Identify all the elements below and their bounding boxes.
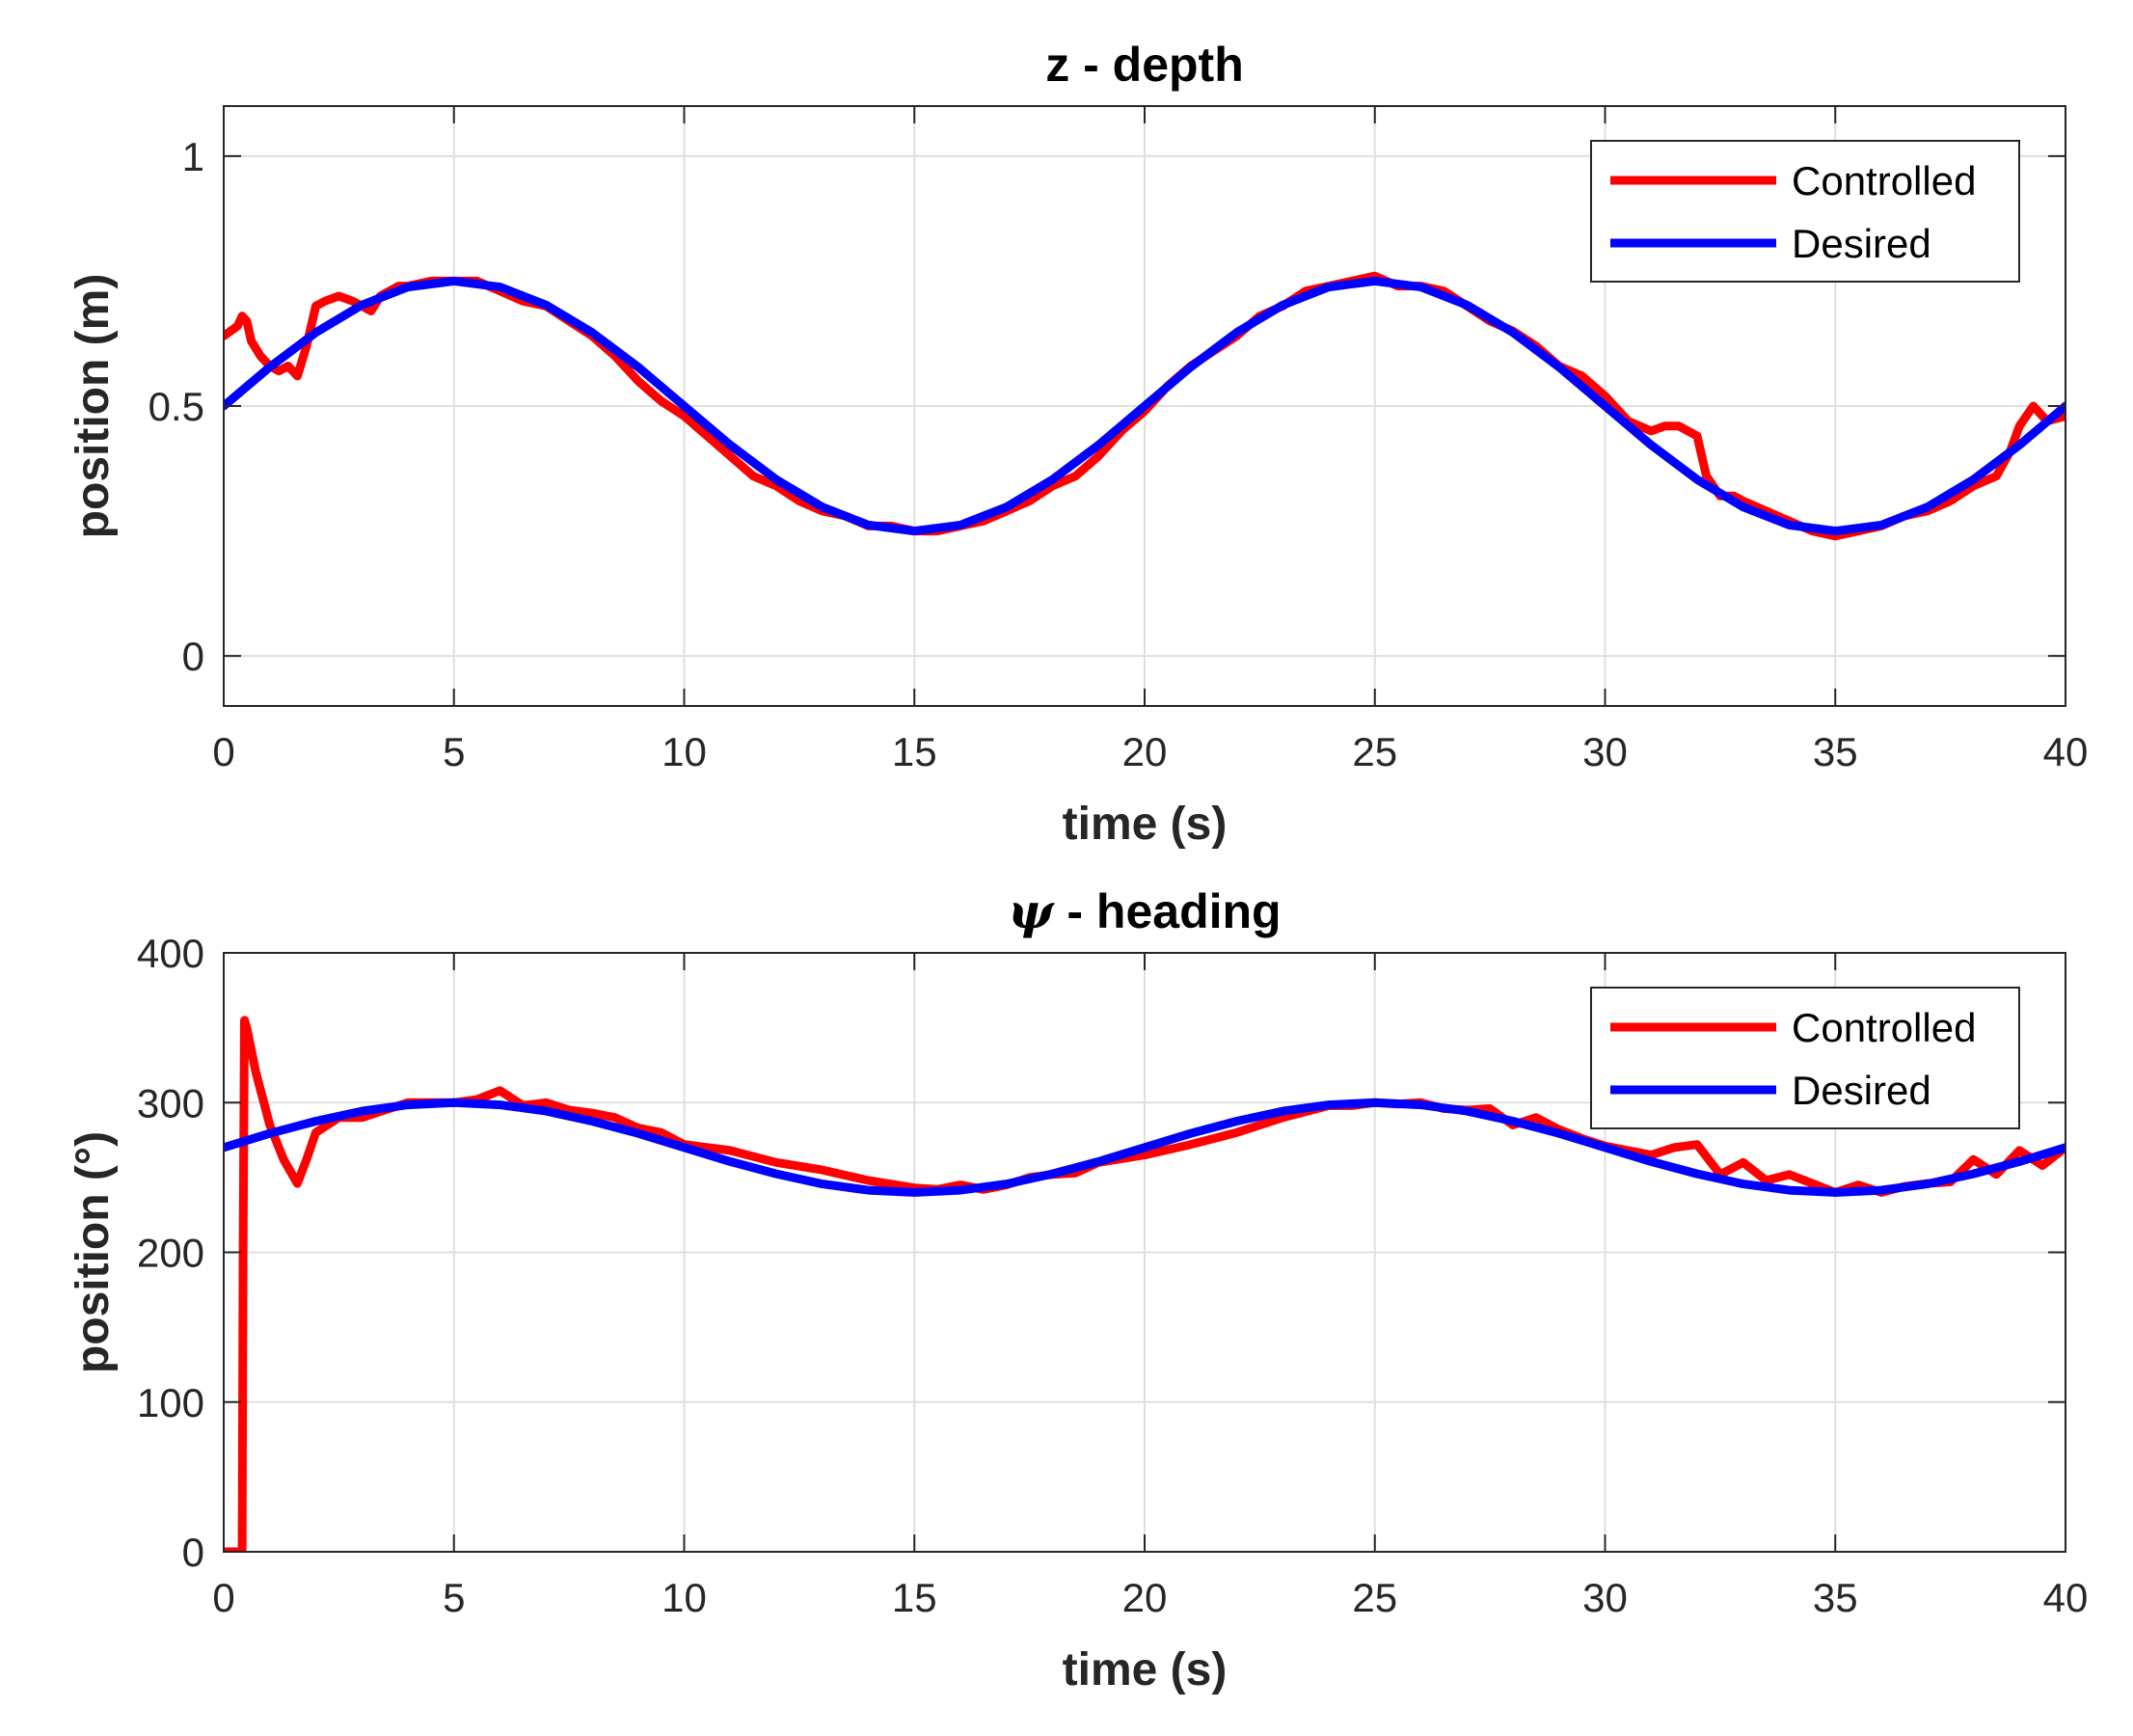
- x-tick-label: 35: [1813, 729, 1858, 774]
- x-tick-label: 25: [1352, 1575, 1397, 1620]
- x-tick-label: 0: [212, 1575, 234, 1620]
- title-symbol: ψ: [1008, 882, 1055, 939]
- legend-label-controlled: Controlled: [1792, 158, 1976, 203]
- y-tick-label: 1: [182, 134, 204, 179]
- x-axis-label: time (s): [1063, 799, 1228, 850]
- x-tick-label: 20: [1122, 1575, 1168, 1620]
- y-tick-label: 300: [137, 1080, 204, 1126]
- x-tick-label: 40: [2043, 729, 2089, 774]
- x-tick-label: 5: [443, 729, 465, 774]
- x-tick-label: 10: [662, 729, 707, 774]
- legend: Controlled Desired: [1590, 987, 2020, 1129]
- legend-label-desired: Desired: [1792, 221, 1931, 266]
- y-tick-label: 0: [182, 634, 204, 679]
- y-tick-label: 0: [182, 1530, 204, 1575]
- y-axis-label: position (m): [68, 274, 119, 539]
- x-tick-label: 30: [1582, 729, 1628, 774]
- x-tick-label: 15: [892, 729, 937, 774]
- legend-label-desired: Desired: [1792, 1068, 1931, 1113]
- chart-1: 0 5 10 15 20 25 30 35 40 0 0.5 1 z - depth time (s) po…: [68, 38, 2088, 850]
- y-axis-label: position (°): [68, 1131, 119, 1373]
- y-tick-label: 0.5: [148, 384, 204, 429]
- series-line-controlled: [224, 271, 2066, 541]
- x-tick-label: 35: [1813, 1575, 1858, 1620]
- series-line-desired: [224, 1098, 2066, 1197]
- x-tick-label: 30: [1582, 1575, 1628, 1620]
- x-tick-label: 0: [212, 729, 234, 774]
- title-text: z - depth: [1045, 38, 1244, 92]
- y-tick-label: 400: [137, 931, 204, 976]
- x-tick-label: 25: [1352, 729, 1397, 774]
- chart-title: ψ - heading: [1008, 882, 1281, 939]
- series-line-desired: [224, 276, 2066, 536]
- x-tick-label: 15: [892, 1575, 937, 1620]
- title-text: - heading: [1053, 884, 1281, 938]
- legend-label-controlled: Controlled: [1792, 1005, 1976, 1050]
- x-tick-label: 40: [2043, 1575, 2089, 1620]
- legend-box: [1590, 140, 2020, 283]
- legend: Controlled Desired: [1590, 140, 2020, 283]
- y-tick-label: 100: [137, 1380, 204, 1425]
- legend-box: [1590, 987, 2020, 1129]
- y-tick-label: 200: [137, 1231, 204, 1276]
- chart-title: z - depth: [1045, 38, 1244, 92]
- x-tick-label: 10: [662, 1575, 707, 1620]
- x-tick-label: 5: [443, 1575, 465, 1620]
- x-axis-label: time (s): [1063, 1644, 1228, 1695]
- x-tick-label: 20: [1122, 729, 1168, 774]
